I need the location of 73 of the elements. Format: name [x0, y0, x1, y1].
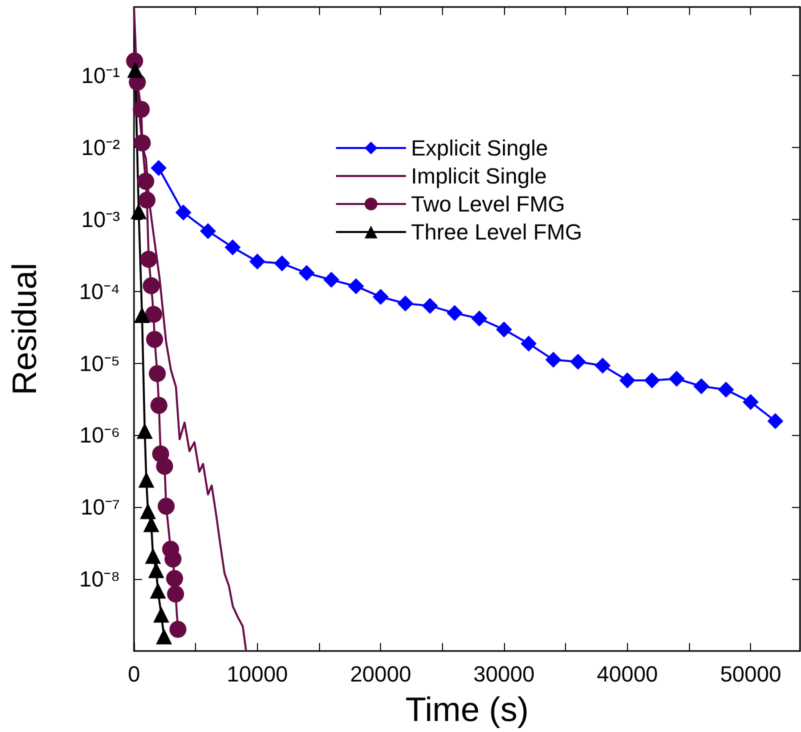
y-tick-label: 10⁻²	[81, 135, 120, 160]
point	[668, 370, 685, 387]
point	[148, 562, 164, 578]
point	[167, 586, 184, 603]
point	[175, 204, 192, 221]
point	[718, 382, 734, 398]
point	[166, 570, 184, 587]
point	[140, 503, 156, 520]
point	[150, 396, 168, 414]
point	[137, 172, 154, 190]
x-tick-label: 0	[128, 662, 140, 686]
point	[153, 606, 170, 623]
x-axis-title: Time (s)	[405, 691, 529, 729]
point	[496, 322, 512, 338]
y-tick-label: 10⁻⁴	[79, 278, 120, 304]
y-axis-title: Residual	[6, 262, 44, 396]
point	[150, 582, 166, 599]
point	[767, 413, 784, 430]
point	[130, 203, 147, 220]
point	[298, 265, 315, 282]
point	[446, 305, 463, 322]
point	[644, 372, 660, 388]
x-tick-label: 30000	[473, 662, 535, 686]
x-tick-label: 40000	[596, 662, 658, 686]
point	[156, 628, 172, 644]
legend-label: Explicit Single	[411, 136, 548, 160]
y-tick-label: 10⁻⁶	[79, 422, 120, 448]
point	[693, 378, 710, 394]
point	[140, 250, 158, 268]
y-tick-label: 10⁻⁷	[80, 494, 120, 520]
y-tick-label: 10⁻⁸	[79, 566, 120, 592]
point	[348, 278, 364, 294]
point	[150, 160, 167, 176]
y-tick-label: 10⁻³	[81, 206, 120, 232]
x-tick-label: 10000	[226, 662, 288, 686]
point	[372, 288, 389, 305]
point	[169, 620, 186, 638]
point	[145, 306, 162, 323]
x-tick-label: 50000	[720, 662, 782, 686]
point	[520, 336, 537, 352]
point	[148, 365, 166, 382]
point	[570, 354, 586, 370]
point	[146, 330, 164, 348]
point	[158, 498, 175, 515]
point	[142, 277, 160, 294]
y-tick-label: 10⁻⁵	[79, 350, 120, 376]
point	[164, 550, 182, 568]
point	[397, 295, 414, 312]
point	[144, 548, 161, 564]
point	[127, 62, 144, 78]
point	[274, 255, 290, 272]
legend-label: Implicit Single	[411, 164, 547, 188]
point	[200, 223, 216, 240]
point	[156, 458, 174, 475]
point	[134, 134, 151, 152]
point	[742, 394, 759, 410]
point	[249, 254, 266, 270]
x-tick-label: 20000	[350, 662, 412, 686]
point	[422, 298, 438, 314]
point	[138, 472, 154, 488]
legend-label: Three Level FMG	[411, 220, 582, 244]
point	[471, 310, 488, 326]
point	[138, 192, 156, 209]
point	[132, 100, 150, 118]
point	[545, 352, 562, 368]
point	[136, 422, 153, 439]
point	[619, 372, 636, 388]
point	[323, 272, 340, 288]
point	[594, 358, 611, 374]
point	[224, 239, 241, 256]
legend-label: Two Level FMG	[411, 192, 566, 216]
point	[134, 306, 150, 323]
y-tick-label: 10⁻¹	[81, 63, 120, 88]
